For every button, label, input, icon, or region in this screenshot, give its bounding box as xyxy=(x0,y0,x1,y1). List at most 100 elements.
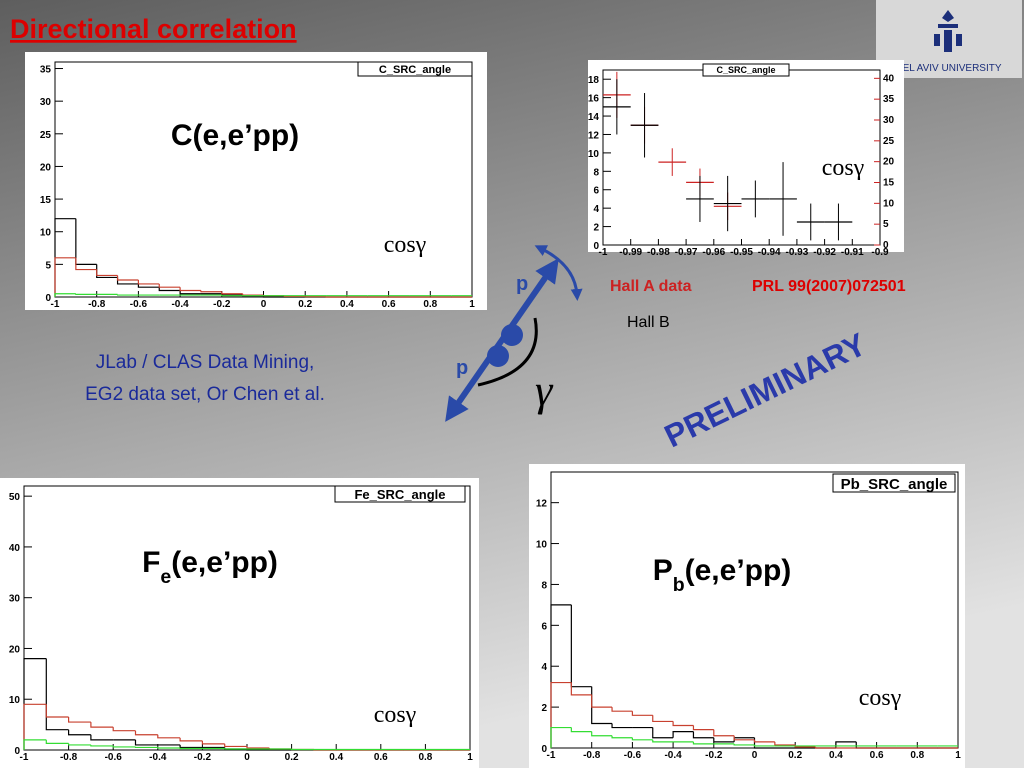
y-tick-label: 40 xyxy=(9,543,21,554)
x-tick-label: 0.2 xyxy=(285,752,299,763)
y-tick-label: 30 xyxy=(40,97,52,108)
stat-box-title: Pb_SRC_angle xyxy=(841,476,948,493)
x-tick-label: -1 xyxy=(547,750,556,761)
chart-panel xyxy=(529,464,965,768)
x-tick-label: -0.4 xyxy=(149,752,167,763)
y-tick-label: 0 xyxy=(45,293,51,304)
x-tick-label: -0.96 xyxy=(702,247,725,258)
x-tick-label: 0 xyxy=(261,299,267,310)
stat-box-title: C_SRC_angle xyxy=(716,65,775,75)
x-tick-label: -0.8 xyxy=(583,750,601,761)
x-axis-label: cosγ xyxy=(822,155,865,181)
y-tick-label: 0 xyxy=(593,241,599,252)
y-tick-label: 5 xyxy=(45,260,51,271)
reaction-main: P xyxy=(653,554,673,587)
x-tick-label: -0.4 xyxy=(171,299,189,310)
x-tick-label: 0.4 xyxy=(340,299,354,310)
histogram-bin xyxy=(76,294,97,295)
x-tick-label: 1 xyxy=(955,750,961,761)
reaction-label: C(e,e’pp) xyxy=(171,119,299,152)
x-tick-label: -0.6 xyxy=(130,299,148,310)
reaction-rest: (e,e’pp) xyxy=(685,554,792,587)
x-tick-label: 0.8 xyxy=(910,750,924,761)
proton-label: p xyxy=(456,357,468,379)
y2-tick-label: 30 xyxy=(883,115,895,126)
y-tick-label: 14 xyxy=(588,112,600,123)
x-tick-label: -0.91 xyxy=(841,247,864,258)
y-tick-label: 6 xyxy=(593,186,599,197)
x-tick-label: -0.95 xyxy=(730,247,753,258)
x-tick-label: 0.4 xyxy=(829,750,843,761)
chart-panel xyxy=(25,52,487,310)
x-tick-label: -0.8 xyxy=(60,752,78,763)
x-tick-label: 0 xyxy=(752,750,758,761)
stat-box-title: Fe_SRC_angle xyxy=(354,487,445,502)
y2-tick-label: 40 xyxy=(883,73,895,84)
y-tick-label: 10 xyxy=(9,695,21,706)
histogram-bin xyxy=(158,747,180,748)
y-tick-label: 35 xyxy=(40,65,52,76)
x-tick-label: -0.2 xyxy=(705,750,723,761)
note: JLab / CLAS Data Mining, xyxy=(96,352,315,373)
reaction-sub: b xyxy=(673,574,685,596)
x-tick-label: -1 xyxy=(51,299,60,310)
x-tick-label: 0.6 xyxy=(374,752,388,763)
histogram-bin xyxy=(222,295,243,296)
y2-tick-label: 5 xyxy=(883,219,889,230)
x-tick-label: 0 xyxy=(244,752,250,763)
y-tick-label: 2 xyxy=(541,703,547,714)
y-tick-label: 16 xyxy=(588,94,600,105)
y-tick-label: 6 xyxy=(541,621,547,632)
x-tick-label: 1 xyxy=(469,299,475,310)
y2-tick-label: 35 xyxy=(883,94,895,105)
y-tick-label: 10 xyxy=(40,228,52,239)
proton xyxy=(501,324,523,346)
y-tick-label: 8 xyxy=(593,167,599,178)
x-tick-label: 0.6 xyxy=(870,750,884,761)
y-tick-label: 18 xyxy=(588,75,600,86)
proton-label: p xyxy=(516,273,528,295)
y2-tick-label: 25 xyxy=(883,136,895,147)
x-tick-label: -0.4 xyxy=(664,750,682,761)
histogram-bin xyxy=(136,747,158,748)
histogram-bin xyxy=(118,294,139,295)
y-tick-label: 10 xyxy=(536,540,548,551)
x-tick-label: 1 xyxy=(467,752,473,763)
x-tick-label: -1 xyxy=(599,247,608,258)
x-tick-label: -0.98 xyxy=(647,247,670,258)
x-tick-label: -0.97 xyxy=(675,247,698,258)
stat-box-title: C_SRC_angle xyxy=(379,64,451,76)
x-tick-label: -0.99 xyxy=(619,247,642,258)
gamma-label: γ xyxy=(535,366,554,415)
y-tick-label: 2 xyxy=(593,223,599,234)
y2-tick-label: 0 xyxy=(883,240,889,251)
y-tick-label: 4 xyxy=(593,204,599,215)
histogram-bin xyxy=(180,748,202,749)
x-tick-label: 0.6 xyxy=(382,299,396,310)
reaction-main: C(e,e’pp) xyxy=(171,119,299,152)
reference: PRL 99(2007)072501 xyxy=(752,278,906,295)
x-tick-label: 0.2 xyxy=(298,299,312,310)
x-tick-label: -0.93 xyxy=(786,247,809,258)
x-tick-label: -0.2 xyxy=(194,752,212,763)
reaction-sub: e xyxy=(160,566,171,588)
y-tick-label: 12 xyxy=(536,499,548,510)
x-tick-label: 0.8 xyxy=(418,752,432,763)
y2-tick-label: 15 xyxy=(883,178,895,189)
proton xyxy=(487,345,509,367)
y-tick-label: 4 xyxy=(541,662,547,673)
y-tick-label: 12 xyxy=(588,130,600,141)
x-tick-label: -0.6 xyxy=(624,750,642,761)
x-tick-label: -1 xyxy=(20,752,29,763)
logo-text: TEL AVIV UNIVERSITY xyxy=(896,63,1001,74)
note: EG2 data set, Or Chen et al. xyxy=(85,384,325,405)
y2-tick-label: 20 xyxy=(883,157,895,168)
y-tick-label: 20 xyxy=(9,644,21,655)
histogram-bin xyxy=(225,748,247,749)
x-tick-label: 0.2 xyxy=(788,750,802,761)
x-tick-label: 0.4 xyxy=(329,752,343,763)
y-tick-label: 0 xyxy=(14,746,20,757)
histogram-bin xyxy=(292,749,314,750)
y-tick-label: 8 xyxy=(541,580,547,591)
